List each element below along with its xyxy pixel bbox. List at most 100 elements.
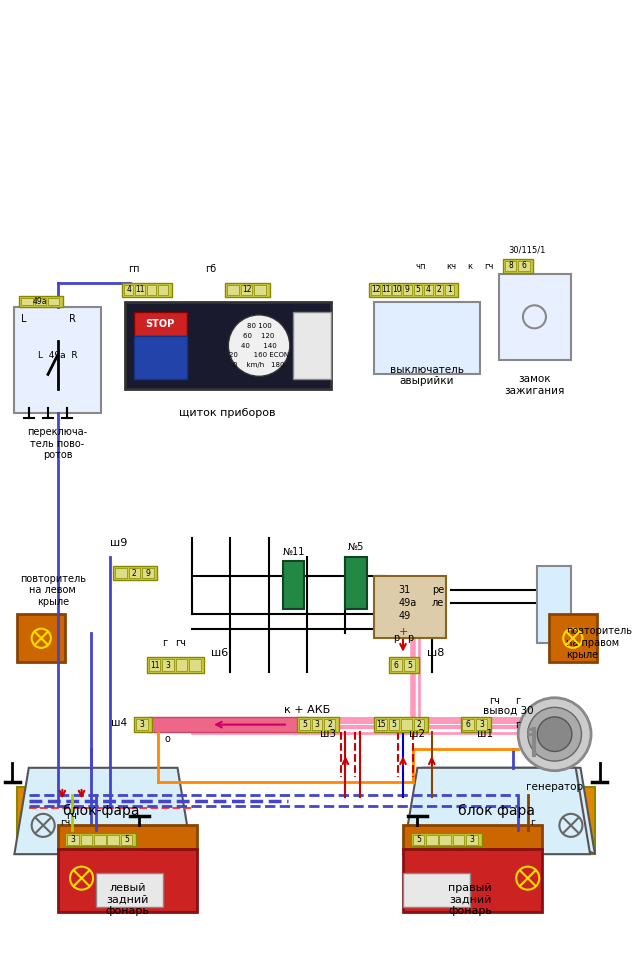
Bar <box>374 717 428 732</box>
Bar <box>175 659 187 671</box>
Text: 6: 6 <box>394 660 399 670</box>
Bar <box>108 835 119 845</box>
Bar <box>390 659 402 671</box>
Circle shape <box>538 717 572 751</box>
Text: 1: 1 <box>447 285 452 295</box>
Bar <box>129 568 140 578</box>
Bar <box>392 285 401 295</box>
Bar <box>403 285 412 295</box>
Bar <box>505 261 516 271</box>
Text: щиток приборов: щиток приборов <box>179 408 276 418</box>
Bar <box>413 285 422 295</box>
Bar <box>125 302 331 389</box>
Bar <box>142 568 154 578</box>
Bar <box>374 302 480 374</box>
Bar <box>346 557 367 610</box>
Bar <box>435 285 444 295</box>
Text: ш8: ш8 <box>427 648 444 657</box>
Bar <box>549 614 597 662</box>
Bar <box>467 835 478 845</box>
Bar <box>453 835 465 845</box>
Text: 2: 2 <box>132 568 137 577</box>
Text: выключатель
авырийки: выключатель авырийки <box>390 365 464 387</box>
Bar <box>376 719 387 730</box>
Bar <box>17 614 65 662</box>
Text: 3: 3 <box>315 720 319 729</box>
Bar <box>518 261 530 271</box>
Bar <box>227 285 239 295</box>
Bar <box>134 717 152 732</box>
Bar <box>426 835 438 845</box>
Text: R: R <box>68 314 76 323</box>
Bar <box>65 833 136 847</box>
Text: 3: 3 <box>166 660 170 670</box>
Text: к + АКБ: к + АКБ <box>284 705 330 715</box>
Bar <box>96 874 163 907</box>
Text: 11: 11 <box>135 285 145 295</box>
Text: р: р <box>408 634 414 643</box>
Text: о: о <box>165 734 171 744</box>
Bar <box>67 835 79 845</box>
Text: +: + <box>398 627 408 636</box>
Bar <box>369 283 458 297</box>
Bar <box>134 336 187 379</box>
Bar <box>254 285 266 295</box>
Text: 0    km/h   180: 0 km/h 180 <box>234 362 285 367</box>
Bar <box>388 657 419 673</box>
Text: замок
зажигания: замок зажигания <box>504 374 564 396</box>
Text: 5: 5 <box>392 720 396 729</box>
Text: №11: №11 <box>282 546 305 557</box>
Bar <box>371 285 380 295</box>
Text: гч: гч <box>67 811 77 821</box>
Bar <box>476 719 488 730</box>
Bar <box>300 719 310 730</box>
Polygon shape <box>14 768 192 855</box>
Text: кч: кч <box>446 262 456 272</box>
Text: 15: 15 <box>376 720 386 729</box>
Text: ш9: ш9 <box>110 538 127 547</box>
Text: гч: гч <box>60 818 70 827</box>
Bar <box>35 298 46 305</box>
Text: гч: гч <box>484 262 494 272</box>
Text: повторитель
на левом
крыле: повторитель на левом крыле <box>20 573 86 607</box>
Text: 10: 10 <box>392 285 401 295</box>
Text: 49а: 49а <box>398 598 417 608</box>
Bar <box>312 719 323 730</box>
Text: 9: 9 <box>145 568 150 577</box>
Bar <box>403 850 542 912</box>
Text: 5: 5 <box>407 660 412 670</box>
Text: ш1: ш1 <box>477 729 493 739</box>
Circle shape <box>528 707 582 761</box>
Text: 9: 9 <box>405 285 410 295</box>
Text: 3: 3 <box>70 835 76 844</box>
Bar <box>292 312 331 379</box>
Bar <box>21 298 33 305</box>
Bar <box>113 567 157 580</box>
Text: 20       160 ECON: 20 160 ECON <box>229 352 289 358</box>
Text: 40      140: 40 140 <box>241 343 277 348</box>
Bar <box>48 298 60 305</box>
Text: ш3: ш3 <box>320 729 336 739</box>
Bar <box>382 285 390 295</box>
Bar <box>158 285 168 295</box>
Bar <box>283 562 304 610</box>
Bar <box>241 285 252 295</box>
Text: 4: 4 <box>426 285 431 295</box>
Text: 49а: 49а <box>33 297 47 306</box>
Bar <box>499 274 571 360</box>
Polygon shape <box>403 768 590 855</box>
Bar <box>298 717 339 732</box>
Text: 3: 3 <box>479 720 484 729</box>
Text: повторитель
на правом
крыле: повторитель на правом крыле <box>566 627 632 659</box>
Bar <box>162 659 173 671</box>
Text: 5: 5 <box>416 835 420 844</box>
Bar <box>19 296 63 307</box>
Bar <box>503 259 534 273</box>
Bar <box>122 283 172 297</box>
Bar <box>538 567 571 643</box>
Bar <box>148 717 307 732</box>
Text: 3: 3 <box>140 720 145 729</box>
Bar <box>136 719 148 730</box>
Bar <box>463 719 474 730</box>
Text: 8: 8 <box>508 261 513 271</box>
